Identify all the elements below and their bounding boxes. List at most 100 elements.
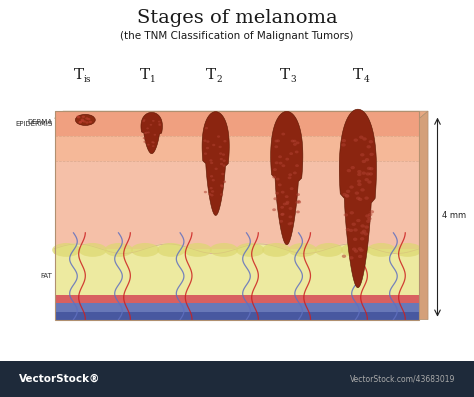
Ellipse shape bbox=[210, 162, 213, 164]
Ellipse shape bbox=[346, 190, 350, 193]
Ellipse shape bbox=[345, 194, 349, 197]
Ellipse shape bbox=[145, 132, 148, 133]
Ellipse shape bbox=[221, 173, 224, 175]
Ellipse shape bbox=[360, 237, 365, 241]
Ellipse shape bbox=[362, 172, 366, 175]
Ellipse shape bbox=[289, 207, 292, 210]
Ellipse shape bbox=[342, 139, 346, 142]
Ellipse shape bbox=[357, 183, 362, 186]
Ellipse shape bbox=[362, 137, 367, 141]
Ellipse shape bbox=[158, 121, 161, 123]
Ellipse shape bbox=[370, 210, 374, 214]
Ellipse shape bbox=[211, 190, 214, 193]
Ellipse shape bbox=[353, 228, 358, 231]
Ellipse shape bbox=[158, 124, 161, 126]
Ellipse shape bbox=[357, 170, 362, 173]
Ellipse shape bbox=[352, 223, 356, 226]
Ellipse shape bbox=[222, 153, 225, 156]
Bar bbox=[55, 111, 419, 320]
Ellipse shape bbox=[365, 172, 370, 175]
Ellipse shape bbox=[288, 222, 292, 225]
Ellipse shape bbox=[210, 243, 238, 257]
Bar bbox=[55, 161, 419, 249]
Ellipse shape bbox=[105, 243, 133, 257]
Ellipse shape bbox=[360, 188, 365, 191]
Ellipse shape bbox=[295, 201, 299, 204]
Ellipse shape bbox=[77, 116, 80, 118]
Ellipse shape bbox=[358, 255, 363, 258]
Ellipse shape bbox=[206, 141, 210, 143]
Ellipse shape bbox=[206, 147, 209, 149]
Text: Stages of melanoma: Stages of melanoma bbox=[137, 9, 337, 27]
Ellipse shape bbox=[273, 197, 277, 200]
Ellipse shape bbox=[369, 140, 373, 143]
Ellipse shape bbox=[274, 145, 278, 148]
Polygon shape bbox=[271, 112, 303, 245]
Ellipse shape bbox=[367, 217, 372, 220]
Ellipse shape bbox=[293, 140, 297, 143]
Ellipse shape bbox=[276, 139, 280, 142]
Ellipse shape bbox=[220, 184, 223, 187]
Ellipse shape bbox=[297, 200, 301, 203]
Ellipse shape bbox=[275, 192, 279, 195]
Polygon shape bbox=[55, 244, 419, 253]
Ellipse shape bbox=[223, 181, 226, 183]
Ellipse shape bbox=[143, 120, 145, 122]
Ellipse shape bbox=[278, 155, 282, 158]
Ellipse shape bbox=[152, 145, 155, 147]
Ellipse shape bbox=[79, 121, 82, 123]
Ellipse shape bbox=[296, 141, 300, 144]
Ellipse shape bbox=[157, 243, 186, 257]
Ellipse shape bbox=[286, 201, 290, 204]
Ellipse shape bbox=[282, 133, 285, 135]
Ellipse shape bbox=[293, 143, 297, 146]
Ellipse shape bbox=[236, 243, 264, 257]
Ellipse shape bbox=[158, 123, 161, 125]
Ellipse shape bbox=[279, 162, 283, 165]
Text: T: T bbox=[140, 68, 150, 82]
Ellipse shape bbox=[285, 195, 289, 198]
Ellipse shape bbox=[212, 179, 215, 181]
Ellipse shape bbox=[279, 220, 283, 223]
Ellipse shape bbox=[393, 243, 422, 257]
Ellipse shape bbox=[293, 172, 297, 174]
Ellipse shape bbox=[146, 127, 149, 129]
Ellipse shape bbox=[220, 193, 223, 196]
Ellipse shape bbox=[283, 202, 287, 205]
Text: 3: 3 bbox=[290, 75, 296, 84]
Ellipse shape bbox=[76, 116, 80, 118]
Ellipse shape bbox=[367, 243, 396, 257]
Ellipse shape bbox=[78, 243, 107, 257]
Text: T: T bbox=[353, 68, 363, 82]
Ellipse shape bbox=[362, 160, 366, 163]
Polygon shape bbox=[339, 109, 376, 288]
Ellipse shape bbox=[75, 114, 95, 125]
Bar bbox=[55, 295, 419, 303]
Ellipse shape bbox=[364, 232, 368, 235]
Ellipse shape bbox=[274, 162, 279, 164]
Ellipse shape bbox=[219, 146, 222, 148]
Ellipse shape bbox=[360, 231, 365, 235]
Polygon shape bbox=[419, 111, 428, 320]
Ellipse shape bbox=[315, 243, 343, 257]
Ellipse shape bbox=[223, 140, 227, 143]
Ellipse shape bbox=[154, 134, 156, 136]
Ellipse shape bbox=[144, 132, 146, 134]
Ellipse shape bbox=[365, 197, 369, 200]
Ellipse shape bbox=[367, 180, 372, 184]
Bar bbox=[55, 136, 419, 161]
Ellipse shape bbox=[366, 220, 371, 223]
Ellipse shape bbox=[349, 211, 354, 214]
Ellipse shape bbox=[89, 121, 92, 123]
Ellipse shape bbox=[356, 219, 361, 222]
Ellipse shape bbox=[358, 247, 362, 251]
Text: VectorStock.com/43683019: VectorStock.com/43683019 bbox=[350, 375, 455, 384]
Ellipse shape bbox=[290, 187, 293, 190]
Bar bbox=[55, 303, 419, 312]
Ellipse shape bbox=[289, 152, 293, 155]
Ellipse shape bbox=[349, 229, 353, 232]
Ellipse shape bbox=[350, 166, 355, 169]
Ellipse shape bbox=[367, 167, 371, 170]
Ellipse shape bbox=[296, 193, 300, 196]
Ellipse shape bbox=[81, 119, 84, 122]
